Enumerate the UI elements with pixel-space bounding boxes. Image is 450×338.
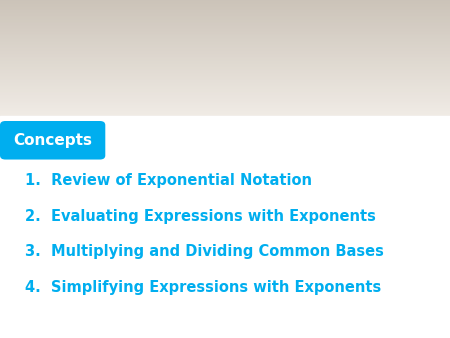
Bar (0, 35, 450, 37)
Bar (0, 52, 450, 54)
Bar (0, 114, 450, 115)
Bar (0, 6, 450, 7)
Bar (0, 115, 450, 117)
Bar (0, 77, 450, 79)
Bar (0, 112, 450, 114)
Bar (0, 4, 450, 6)
Bar (0, 79, 450, 80)
Bar (0, 11, 450, 13)
Bar (0, 116, 450, 118)
Bar (0, 108, 450, 109)
Bar (0, 66, 450, 67)
Bar (0, 96, 450, 98)
Bar (0, 105, 450, 106)
Bar (0, 22, 450, 23)
Bar (0, 44, 450, 45)
Bar (0, 32, 450, 33)
Bar (0, 95, 450, 96)
Bar (0, 74, 450, 76)
Text: 2.  Evaluating Expressions with Exponents: 2. Evaluating Expressions with Exponents (25, 209, 376, 224)
Bar (0, 41, 450, 42)
Bar (0, 37, 450, 38)
Bar (0, 60, 450, 61)
Bar (0, 73, 450, 74)
Bar (0, 57, 450, 58)
Bar (0, 99, 450, 101)
Bar (0, 88, 450, 89)
Bar (0, 39, 450, 41)
Bar (0, 10, 450, 11)
Bar (0, 3, 450, 4)
Bar (0, 67, 450, 69)
Bar (0, 19, 450, 20)
Bar (0, 26, 450, 28)
Bar (0, 81, 450, 83)
Bar (0, 51, 450, 52)
Text: 1.  Review of Exponential Notation: 1. Review of Exponential Notation (25, 173, 312, 188)
Text: Concepts: Concepts (13, 133, 92, 148)
Bar (0, 109, 450, 111)
Bar (0, 54, 450, 55)
Bar (0, 45, 450, 47)
Bar (0, 31, 450, 32)
Bar (0, 111, 450, 112)
Bar (0, 38, 450, 39)
Bar (0, 106, 450, 108)
Bar (0, 50, 450, 51)
Bar (0, 48, 450, 50)
Bar (0, 16, 450, 18)
Bar (0, 28, 450, 29)
Bar (0, 1, 450, 3)
Bar (0, 89, 450, 90)
Text: 3.  Multiplying and Dividing Common Bases: 3. Multiplying and Dividing Common Bases (25, 244, 383, 259)
Bar (0, 42, 450, 44)
Bar (0, 23, 450, 25)
Bar (0, 47, 450, 48)
Bar (0, 102, 450, 103)
Bar (0, 63, 450, 64)
Bar (0, 25, 450, 26)
Bar (0, 70, 450, 71)
Bar (0, 58, 450, 60)
Bar (0, 101, 450, 102)
Bar (0, 117, 450, 338)
Bar (0, 0, 450, 1)
Bar (0, 7, 450, 9)
Bar (0, 13, 450, 15)
Bar (0, 98, 450, 99)
Bar (0, 84, 450, 86)
Bar (0, 29, 450, 31)
Bar (0, 33, 450, 35)
Bar (0, 86, 450, 88)
Bar (0, 9, 450, 10)
Bar (0, 61, 450, 63)
FancyBboxPatch shape (0, 121, 105, 160)
Bar (0, 20, 450, 22)
Bar (0, 18, 450, 19)
Text: 4.  Simplifying Expressions with Exponents: 4. Simplifying Expressions with Exponent… (25, 280, 381, 295)
Bar (0, 83, 450, 84)
Bar (0, 76, 450, 77)
Bar (0, 103, 450, 105)
Bar (0, 71, 450, 73)
Bar (0, 93, 450, 95)
Bar (0, 69, 450, 70)
Bar (0, 90, 450, 92)
Bar (0, 15, 450, 16)
Bar (0, 92, 450, 93)
Bar (0, 64, 450, 66)
Bar (0, 55, 450, 57)
Bar (0, 80, 450, 81)
